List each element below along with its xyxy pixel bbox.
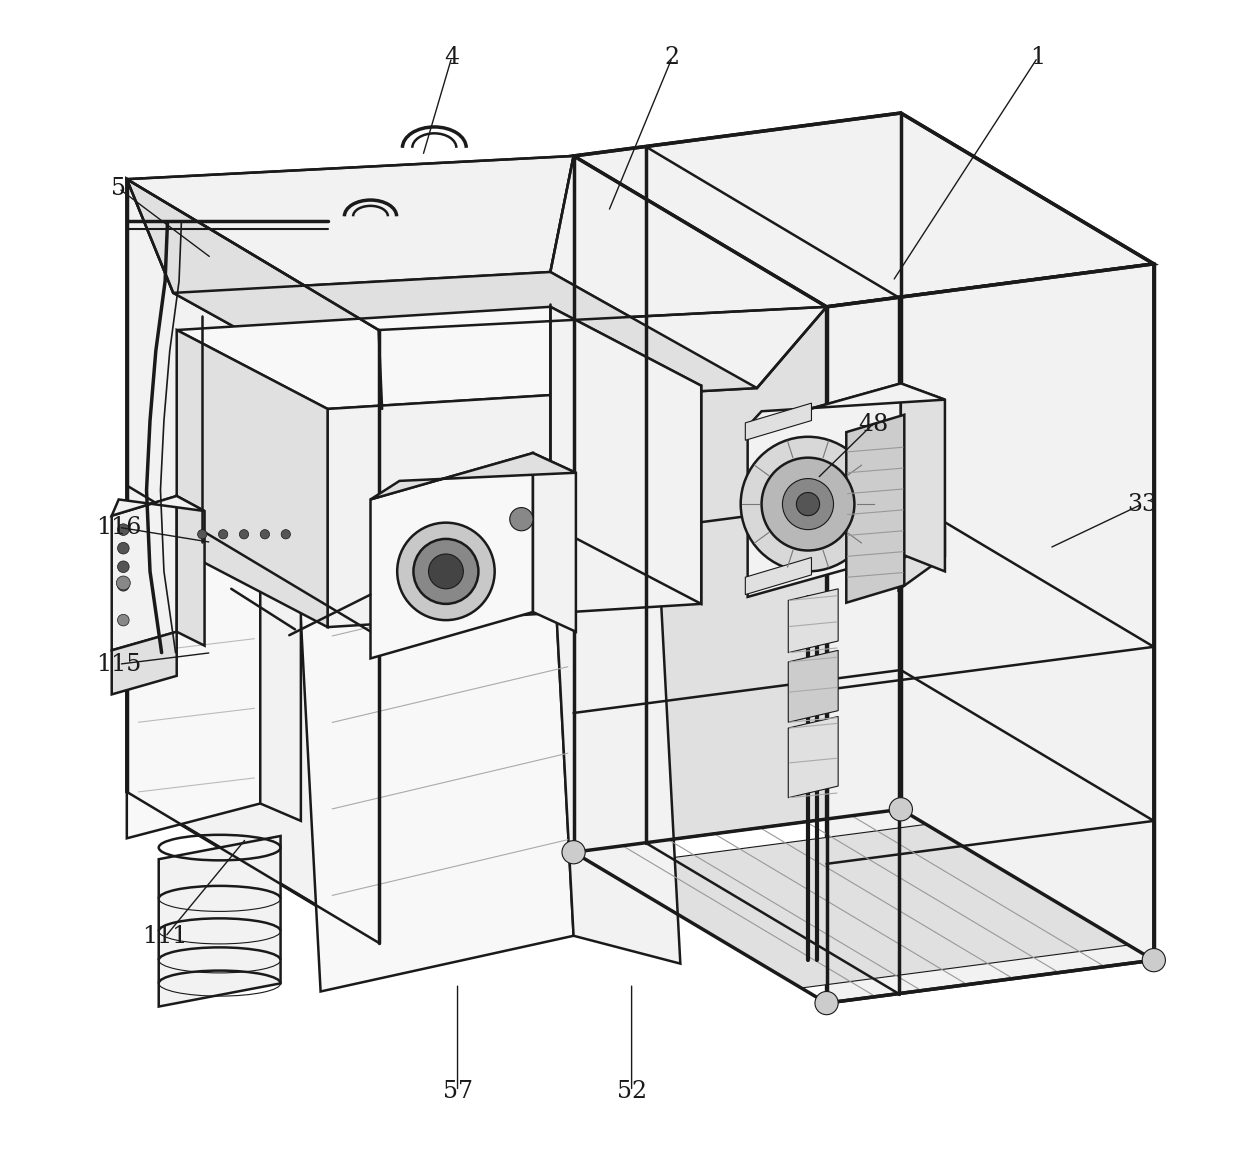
Circle shape: [397, 522, 495, 620]
Polygon shape: [827, 264, 1153, 1003]
Polygon shape: [177, 496, 205, 646]
Polygon shape: [789, 589, 838, 653]
Polygon shape: [789, 651, 838, 722]
Polygon shape: [112, 632, 177, 695]
Polygon shape: [748, 384, 945, 427]
Polygon shape: [574, 113, 1153, 307]
Circle shape: [218, 529, 228, 539]
Circle shape: [815, 991, 838, 1014]
Circle shape: [1142, 948, 1166, 971]
Polygon shape: [126, 180, 378, 943]
Circle shape: [761, 458, 854, 550]
Polygon shape: [745, 557, 811, 595]
Circle shape: [118, 561, 129, 573]
Polygon shape: [177, 307, 702, 409]
Polygon shape: [789, 716, 838, 798]
Polygon shape: [126, 180, 382, 409]
Text: 111: 111: [143, 926, 187, 948]
Polygon shape: [260, 513, 301, 821]
Polygon shape: [900, 384, 945, 571]
Polygon shape: [533, 454, 575, 632]
Text: 48: 48: [858, 413, 888, 436]
Circle shape: [118, 524, 129, 535]
Circle shape: [118, 542, 129, 554]
Circle shape: [239, 529, 249, 539]
Polygon shape: [112, 496, 177, 651]
Circle shape: [118, 580, 129, 591]
Circle shape: [281, 529, 290, 539]
Polygon shape: [371, 454, 575, 499]
Text: 4: 4: [444, 45, 459, 69]
Polygon shape: [548, 456, 681, 963]
Text: 116: 116: [95, 515, 141, 539]
Polygon shape: [174, 272, 756, 409]
Circle shape: [782, 478, 833, 529]
Circle shape: [740, 437, 875, 571]
Circle shape: [118, 614, 129, 626]
Polygon shape: [126, 513, 260, 838]
Circle shape: [429, 554, 464, 589]
Polygon shape: [126, 513, 301, 562]
Circle shape: [413, 539, 479, 604]
Polygon shape: [159, 836, 280, 1006]
Text: 33: 33: [1127, 492, 1157, 515]
Circle shape: [889, 798, 913, 821]
Text: 57: 57: [443, 1080, 472, 1103]
Polygon shape: [748, 384, 900, 597]
Polygon shape: [295, 456, 574, 991]
Circle shape: [260, 529, 269, 539]
Circle shape: [562, 841, 585, 864]
Polygon shape: [295, 456, 655, 531]
Polygon shape: [327, 386, 702, 627]
Circle shape: [117, 576, 130, 590]
Polygon shape: [599, 824, 1128, 988]
Polygon shape: [846, 415, 904, 603]
Polygon shape: [378, 307, 827, 409]
Circle shape: [510, 507, 533, 531]
Polygon shape: [745, 403, 811, 441]
Polygon shape: [371, 454, 533, 659]
Text: 5: 5: [112, 177, 126, 199]
Circle shape: [796, 492, 820, 515]
Text: 115: 115: [95, 653, 141, 676]
Circle shape: [197, 529, 207, 539]
Text: 52: 52: [616, 1080, 647, 1103]
Polygon shape: [574, 113, 900, 852]
Polygon shape: [551, 307, 702, 604]
Text: 2: 2: [665, 45, 680, 69]
Polygon shape: [112, 496, 205, 515]
Polygon shape: [899, 389, 910, 450]
Polygon shape: [899, 528, 945, 590]
Text: 1: 1: [1030, 45, 1045, 69]
Polygon shape: [177, 330, 327, 627]
Polygon shape: [126, 156, 574, 293]
Polygon shape: [551, 156, 827, 388]
